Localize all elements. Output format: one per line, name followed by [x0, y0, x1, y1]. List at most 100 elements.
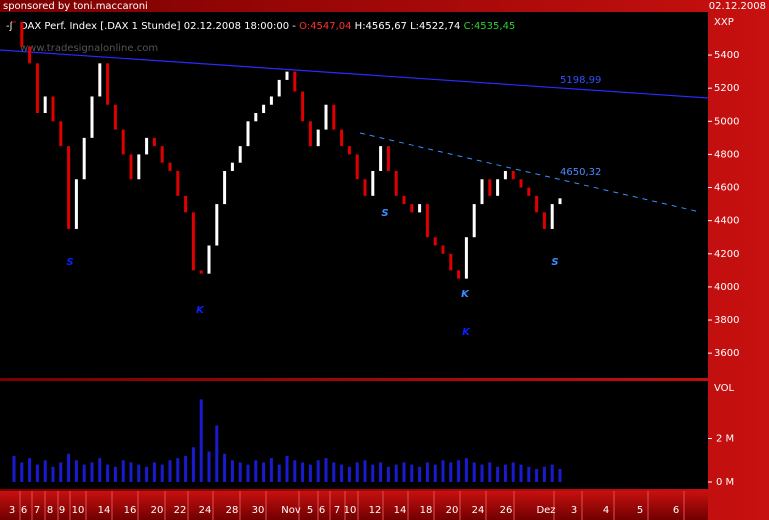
price-bar — [90, 96, 94, 138]
volume-bar — [35, 464, 39, 482]
price-bar — [74, 179, 78, 229]
trend-line-dashed — [359, 132, 701, 213]
y-tick-label: 4200 — [714, 249, 739, 260]
annotation: 4650,32 — [560, 167, 601, 178]
price-bar — [332, 104, 336, 130]
price-bar — [511, 170, 515, 180]
volume-bar — [308, 464, 312, 482]
price-bar — [441, 245, 445, 254]
volume-bar — [433, 464, 437, 482]
y-tick-label: 4400 — [714, 216, 739, 227]
x-tick-label: 20 — [446, 505, 459, 516]
volume-bar — [90, 462, 94, 482]
price-bar — [535, 195, 539, 213]
x-tick-label: 8 — [47, 505, 53, 516]
price-bar — [199, 270, 203, 274]
volume-bar — [43, 460, 47, 482]
volume-bar — [340, 464, 344, 482]
volume-bar — [137, 464, 141, 482]
price-bar — [28, 46, 32, 64]
price-bar — [558, 198, 562, 205]
x-tick-label: Dez — [536, 505, 555, 516]
volume-bar — [152, 462, 156, 482]
volume-bar — [457, 460, 461, 482]
volume-bar — [145, 466, 149, 482]
volume-bar — [176, 458, 180, 482]
volume-bar — [74, 460, 78, 482]
price-bar — [215, 204, 219, 246]
volume-bar — [542, 466, 546, 482]
price-bar — [168, 162, 172, 171]
price-bar — [152, 137, 156, 147]
volume-bar — [215, 425, 219, 482]
icon: -ʃ — [6, 21, 14, 32]
volume-bar — [28, 458, 32, 482]
price-bar — [145, 137, 149, 155]
y-tick-label: 4600 — [714, 183, 739, 194]
y-tick-label: 4800 — [714, 149, 739, 160]
volume-tick-label: 0 M — [716, 477, 734, 488]
price-bar — [35, 63, 39, 114]
volume-bar — [355, 462, 359, 482]
volume-bar — [496, 466, 500, 482]
volume-bar — [402, 462, 406, 482]
volume-bar — [558, 468, 562, 482]
volume-bar — [277, 464, 281, 482]
x-tick-label: 3 — [9, 505, 15, 516]
price-bar — [82, 137, 86, 180]
price-bar — [472, 204, 476, 238]
title-line: DAX Perf. Index [.DAX 1 Stunde] 02.12.20… — [20, 21, 515, 32]
price-bar — [238, 146, 242, 163]
volume-bar — [246, 464, 250, 482]
volume-bar — [184, 455, 188, 482]
price-bar — [542, 212, 546, 229]
price-bar — [379, 146, 383, 171]
price-bar — [363, 179, 367, 196]
price-bar — [347, 146, 351, 155]
volume-bar — [269, 458, 273, 482]
price-bar — [293, 71, 297, 92]
price-bar — [308, 121, 312, 147]
price-pane — [0, 12, 708, 378]
volume-bar — [550, 464, 554, 482]
x-tick-label: 5 — [307, 505, 313, 516]
x-tick-label: 10 — [72, 505, 85, 516]
low-label: L:4522,74 — [410, 21, 460, 32]
price-bar — [457, 270, 461, 279]
volume-bar — [199, 399, 203, 482]
volume-bar — [394, 464, 398, 482]
volume-bar — [410, 464, 414, 482]
price-bar — [262, 104, 266, 114]
price-bar — [129, 154, 133, 180]
volume-bar — [285, 455, 289, 482]
x-tick-label: 22 — [174, 505, 187, 516]
volume-bar — [347, 466, 351, 482]
price-bar — [20, 21, 24, 47]
x-tick-label: 24 — [199, 505, 212, 516]
price-bar — [425, 204, 429, 238]
annotation: S — [551, 257, 558, 268]
volume-bar — [535, 468, 539, 482]
volume-bar — [332, 462, 336, 482]
y-tick-label: 3800 — [714, 315, 739, 326]
volume-bar — [301, 462, 305, 482]
price-bar — [191, 212, 195, 271]
price-bar — [503, 170, 507, 180]
volume-bar — [480, 464, 484, 482]
price-bar — [316, 129, 320, 147]
price-bar — [223, 170, 227, 205]
volume-bar — [230, 460, 234, 482]
x-axis-bar — [0, 491, 708, 520]
price-bar — [277, 79, 281, 97]
x-tick-label: 14 — [98, 505, 111, 516]
open-label: O:4547,04 — [299, 21, 351, 32]
price-bar — [410, 204, 414, 213]
x-tick-label: 3 — [571, 505, 577, 516]
trend-line — [0, 49, 709, 99]
price-bar — [519, 179, 523, 188]
y-tick-label: 5400 — [714, 50, 739, 61]
volume-bar — [51, 466, 55, 482]
volume-bar — [371, 464, 375, 482]
volume-bar — [464, 458, 468, 482]
volume-bar — [488, 462, 492, 482]
